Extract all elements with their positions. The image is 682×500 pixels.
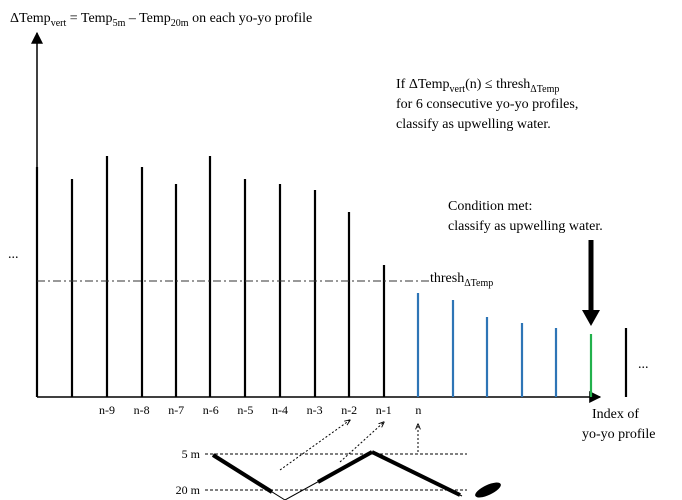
right-ellipsis: ... — [638, 357, 649, 372]
profile-labels: n-9 n-8 n-7 n-6 n-5 n-4 n-3 n-2 n-1 n — [99, 403, 421, 417]
threshold-label: threshΔTemp — [430, 271, 493, 289]
condition-line: classify as upwelling water. — [448, 219, 603, 234]
rule-line: classify as upwelling water. — [396, 117, 551, 132]
depth-label: 5 m — [182, 447, 201, 461]
glider — [475, 482, 501, 498]
profile-label: n-2 — [341, 403, 357, 417]
yoyo-segment — [317, 450, 373, 484]
yoyo-segment — [211, 453, 274, 494]
x-axis-label: yo-yo profile — [582, 427, 655, 442]
profile-label: n-9 — [99, 403, 115, 417]
profile-label: n-6 — [203, 403, 219, 417]
pointer-arrow — [339, 422, 384, 463]
bars — [35, 156, 628, 397]
rule-line: for 6 consecutive yo-yo profiles, — [396, 97, 578, 112]
profile-label: n-1 — [376, 403, 392, 417]
condition-arrow-head — [582, 310, 600, 326]
profile-label: n-4 — [272, 403, 288, 417]
profile-label: n-5 — [237, 403, 253, 417]
depth-label: 20 m — [176, 483, 201, 497]
condition-line: Condition met: — [448, 199, 532, 214]
pointer-arrow — [279, 420, 350, 471]
profile-label: n-3 — [307, 403, 323, 417]
left-ellipsis: ... — [8, 247, 19, 262]
title: ΔTempvert = Temp5m – Temp20m on each yo-… — [10, 11, 312, 29]
x-axis-label: Index of — [592, 407, 639, 422]
profile-label: n-7 — [168, 403, 184, 417]
profile-label: n-8 — [134, 403, 150, 417]
rule-line: If ΔTempvert(n) ≤ threshΔTemp — [396, 77, 559, 95]
yoyo-segment — [371, 450, 461, 497]
profile-label: n — [415, 403, 421, 417]
